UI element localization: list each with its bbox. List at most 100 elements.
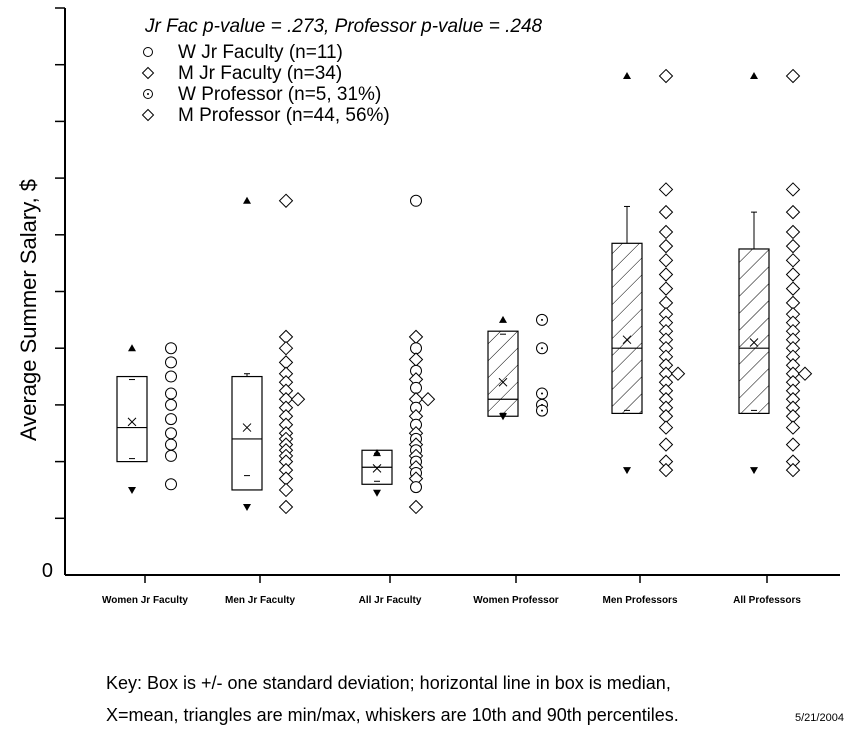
- data-point-diamond: [278, 340, 294, 356]
- min-triangle: [623, 467, 631, 475]
- x-tick-label: Men Professors: [602, 595, 677, 606]
- legend-label: W Jr Faculty (n=11): [178, 42, 343, 63]
- min-triangle: [243, 503, 251, 511]
- min-triangle: [373, 489, 381, 497]
- data-point-dot: [541, 403, 543, 406]
- data-point-circle: [165, 478, 177, 491]
- date-stamp: 5/21/2004: [795, 712, 844, 724]
- mean-marker: [498, 377, 508, 387]
- data-point-diamond: [785, 224, 801, 240]
- x-tick-label: Women Jr Faculty: [102, 595, 188, 606]
- box-group: [361, 449, 393, 497]
- points-group: [165, 342, 177, 491]
- data-point-diamond: [785, 267, 801, 282]
- x-tick-label: Women Professor: [473, 595, 558, 606]
- data-point-diamond: [658, 68, 674, 84]
- data-point-dot: [541, 347, 543, 350]
- points-group: [785, 68, 813, 478]
- data-point-circle: [165, 438, 177, 451]
- data-point-diamond: [785, 420, 801, 435]
- max-triangle: [750, 72, 758, 80]
- legend: W Jr Faculty (n=11)M Jr Faculty (n=34)W …: [141, 42, 390, 126]
- data-point-diamond: [658, 204, 674, 220]
- data-point-diamond: [290, 392, 306, 407]
- data-point-circle: [410, 481, 422, 494]
- data-point-diamond: [785, 182, 801, 197]
- box-group: [611, 72, 643, 475]
- data-point-diamond: [658, 267, 674, 282]
- key-line-2: X=mean, triangles are min/max, whiskers …: [106, 705, 679, 725]
- data-point-dot: [541, 392, 543, 395]
- max-triangle: [373, 449, 381, 457]
- data-point-diamond: [278, 499, 294, 515]
- min-triangle: [499, 413, 507, 421]
- data-point-diamond: [658, 281, 674, 296]
- legend-item: M Professor (n=44, 56%): [141, 105, 390, 126]
- data-point-diamond: [141, 66, 155, 80]
- data-point-diamond: [278, 482, 294, 498]
- data-point-diamond: [797, 366, 813, 381]
- box-group: [231, 196, 263, 511]
- data-point-circle: [165, 398, 177, 411]
- data-point-circle: [165, 370, 177, 383]
- data-point-diamond: [408, 329, 424, 345]
- max-triangle: [623, 72, 631, 80]
- mean-marker: [749, 338, 759, 347]
- data-point-diamond: [785, 462, 801, 478]
- box-rect: [738, 248, 770, 415]
- points-layer: [165, 68, 813, 515]
- data-point-diamond: [658, 462, 674, 478]
- data-point-diamond: [785, 68, 801, 84]
- data-point-diamond: [408, 499, 424, 515]
- boxes-layer: [116, 72, 770, 511]
- legend-label: W Professor (n=5, 31%): [178, 84, 381, 105]
- data-point-diamond: [658, 238, 674, 254]
- data-point-circle: [165, 342, 177, 355]
- mean-marker: [242, 423, 252, 432]
- data-point-circle: [410, 194, 422, 207]
- data-point-diamond: [785, 204, 801, 220]
- y-axis-label: Average Summer Salary, $: [16, 179, 41, 441]
- points-group: [408, 194, 436, 515]
- box-group: [738, 72, 770, 475]
- data-point-diamond: [408, 352, 424, 367]
- box-group: [116, 344, 148, 494]
- legend-item: W Professor (n=5, 31%): [143, 84, 381, 105]
- points-group: [536, 313, 548, 417]
- data-point-circle: [165, 449, 177, 462]
- box-rect: [487, 330, 519, 417]
- points-group: [658, 68, 686, 478]
- data-point-circle: [410, 342, 422, 355]
- box-rect: [231, 375, 263, 491]
- data-point-diamond: [658, 224, 674, 240]
- data-point-diamond: [278, 193, 294, 208]
- data-point-diamond: [658, 182, 674, 197]
- data-point-dot: [541, 318, 543, 321]
- mean-marker: [622, 335, 632, 345]
- max-triangle: [499, 315, 507, 323]
- data-point-diamond: [658, 437, 674, 452]
- box-rect: [611, 242, 643, 415]
- legend-label: M Professor (n=44, 56%): [178, 105, 390, 126]
- mean-marker: [127, 417, 137, 427]
- data-point-diamond: [785, 437, 801, 452]
- points-group: [278, 193, 306, 515]
- min-triangle: [750, 467, 758, 475]
- data-point-diamond: [658, 420, 674, 435]
- data-point-diamond: [785, 253, 801, 268]
- key-line-1: Key: Box is +/- one standard deviation; …: [106, 673, 671, 693]
- data-point-dot: [541, 409, 543, 412]
- x-tick-label: Men Jr Faculty: [225, 595, 295, 606]
- data-point-diamond: [141, 108, 155, 122]
- data-point-diamond: [420, 392, 436, 407]
- y-tick-label: 0: [42, 560, 53, 582]
- x-tick-label: All Professors: [733, 595, 801, 606]
- data-point-circle: [410, 381, 422, 394]
- data-point-circle: [165, 427, 177, 440]
- data-point-diamond: [658, 253, 674, 268]
- data-point-diamond: [785, 281, 801, 296]
- data-point-diamond: [785, 238, 801, 254]
- box-plot-chart: 0 Women Jr Faculty Men Jr Faculty All Jr Fa…: [16, 7, 840, 606]
- data-point-circle: [165, 413, 177, 426]
- min-triangle: [128, 486, 136, 494]
